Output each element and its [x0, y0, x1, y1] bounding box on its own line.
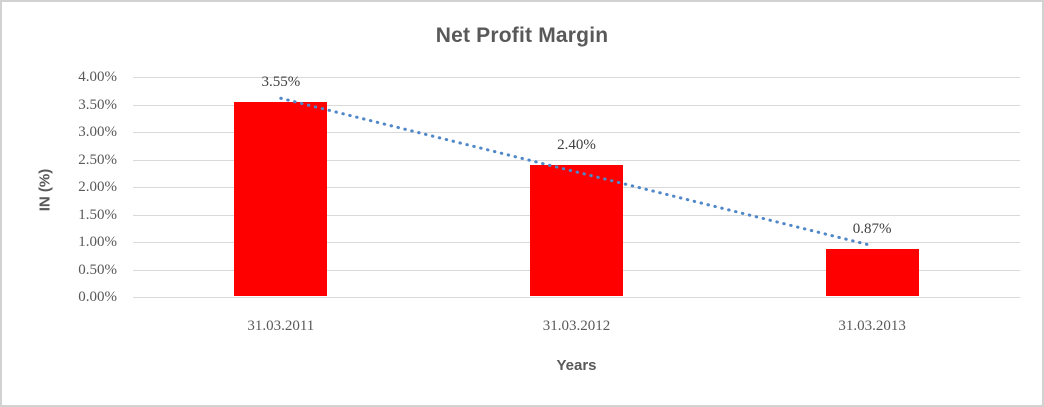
gridline — [133, 297, 1020, 298]
x-axis-title: Years — [556, 357, 597, 374]
plot-area — [133, 77, 1020, 298]
bar-31.03.2011 — [234, 101, 328, 296]
bar-data-label: 0.87% — [852, 221, 892, 238]
gridline — [133, 77, 1020, 78]
y-tick-label: 3.50% — [78, 96, 117, 113]
y-tick-label: 1.00% — [78, 234, 117, 250]
trendline — [279, 96, 874, 248]
gridline — [133, 159, 1020, 161]
y-tick-label: 3.00% — [78, 124, 117, 140]
bar-data-label: 3.55% — [261, 73, 301, 90]
chart-title: Net Profit Margin — [435, 24, 609, 47]
gridline — [133, 104, 1020, 106]
y-tick-label: 0.50% — [78, 261, 117, 278]
gridline — [133, 132, 1020, 133]
bar-31.03.2012 — [530, 165, 623, 296]
x-category-label: 31.03.2013 — [838, 318, 906, 334]
x-category-label: 31.03.2011 — [247, 318, 315, 334]
y-tick-label: 1.50% — [78, 206, 117, 223]
x-category-label: 31.03.2012 — [542, 318, 611, 334]
y-tick-label: 2.00% — [78, 179, 117, 195]
y-tick-label: 2.50% — [78, 151, 117, 168]
y-tick-label: 0.00% — [78, 289, 117, 305]
bar-data-label: 2.40% — [557, 137, 596, 153]
bar-31.03.2013 — [825, 249, 919, 296]
y-tick-label: 4.00% — [78, 69, 117, 85]
